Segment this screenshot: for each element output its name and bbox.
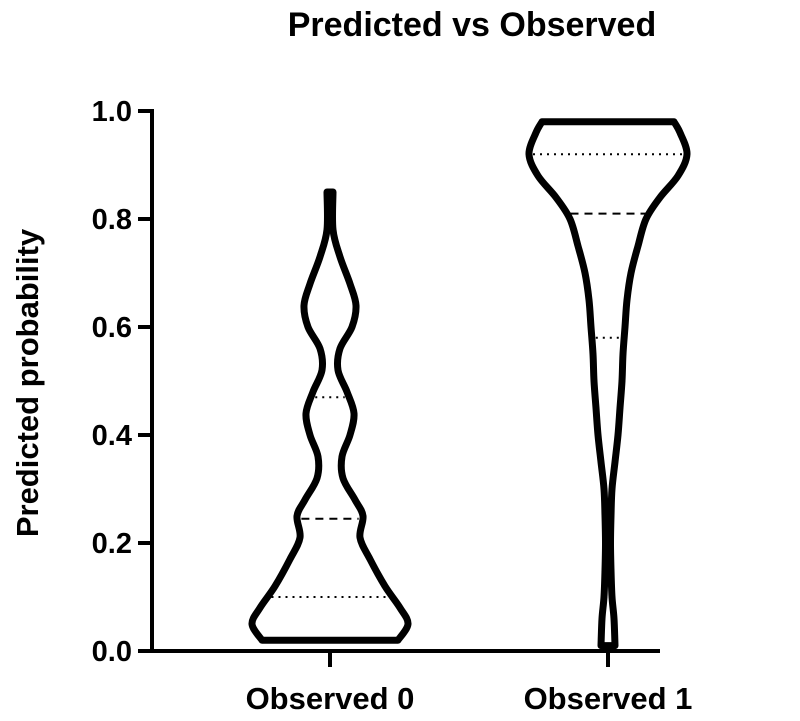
y-tick-label: 0.6 <box>92 312 132 344</box>
plot-area: 0.0 0.2 0.4 0.6 0.8 1.0 Observed 0 Observed 1 <box>92 96 693 716</box>
y-tick-label: 0.8 <box>92 204 132 236</box>
y-tick-label: 0.4 <box>92 420 132 452</box>
y-tick-label: 1.0 <box>92 96 132 128</box>
y-tick-label: 0.2 <box>92 528 132 560</box>
x-category-label: Observed 0 <box>246 681 415 716</box>
violin-1 <box>248 188 412 644</box>
y-tick-label: 0.0 <box>92 636 132 668</box>
y-axis-label: Predicted probability <box>10 228 45 537</box>
violin-2 <box>525 118 691 650</box>
chart-title: Predicted vs Observed <box>288 6 657 44</box>
x-category-label: Observed 1 <box>524 681 693 716</box>
